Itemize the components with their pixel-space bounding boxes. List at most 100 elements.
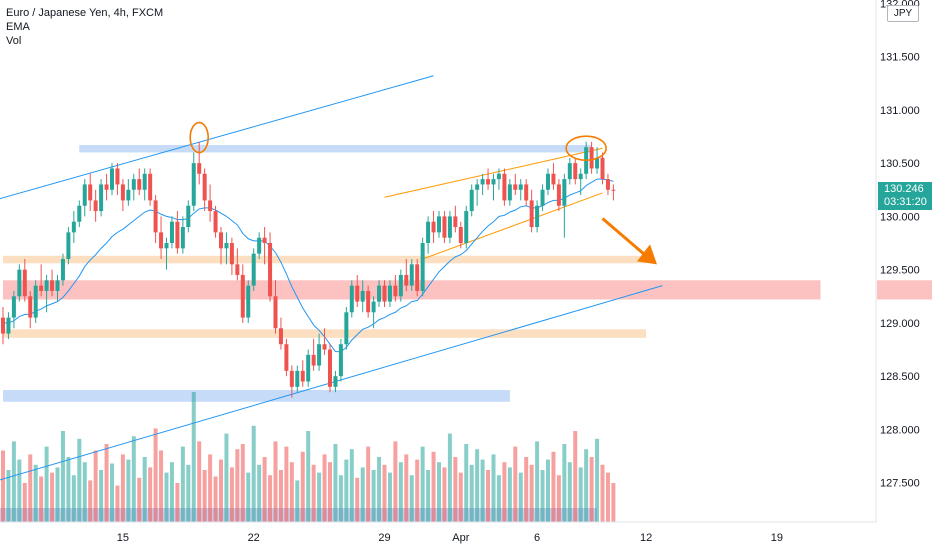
orange-zone-1 [3,255,647,264]
volume-bar [377,457,382,522]
candle [262,227,267,265]
candle [93,189,98,222]
candle-body [88,184,93,201]
candle [480,173,485,196]
candle-body [447,216,452,238]
candle [22,259,27,302]
candle [573,157,578,185]
candle-body [496,173,501,180]
candle-body [486,179,491,185]
candle-body [507,184,512,201]
candle-body [120,184,125,201]
candle [60,253,65,286]
candle-body [50,280,55,291]
candle [11,290,16,329]
candle-body [17,269,22,297]
volume-bar [491,454,496,522]
candle [546,168,550,196]
currency-badge[interactable]: JPY [887,5,919,22]
candle [300,360,305,387]
ema-line [3,178,614,353]
candle-body [246,285,251,318]
candle [513,173,518,196]
volume-bar [159,450,164,522]
candle [437,211,441,238]
price-tick-label: 129.500 [880,265,920,277]
candle [202,168,207,212]
time-tick-label: 29 [378,532,390,544]
volume-bar [33,464,38,522]
candle [562,173,567,238]
volume-bar [322,454,327,522]
candle-body [262,237,267,244]
candle [284,338,289,377]
candle [148,168,153,206]
candle [333,370,338,393]
volume-bar [409,475,414,522]
candle-body [387,285,392,302]
volume-bar [404,454,409,522]
volume-bar [475,449,480,522]
volume-bar [251,425,256,522]
price-axis-zone-mark [877,280,932,300]
price-tick-label: 130.500 [880,158,920,170]
volume-bar [224,433,229,522]
candle-body [126,189,131,201]
volume-bar [278,470,283,522]
volume-bar [573,431,578,522]
candle-body [480,179,485,185]
volume-bar [289,462,294,522]
candle-body [60,259,65,281]
volume-indicator-label[interactable]: Vol [6,35,22,47]
volume-bar [219,459,223,522]
candle-body [257,237,262,254]
volume-bar [1,450,5,522]
candle [567,157,572,185]
candle-body [426,221,431,244]
candle-body [611,189,616,191]
time-tick-label: Apr [452,532,469,544]
candle-body [77,205,82,222]
price-tick-label: 127.500 [880,478,920,490]
candle [595,147,600,174]
volume-bar [366,446,371,522]
volume-bar [93,450,98,522]
candle-body [513,184,518,190]
candle [197,141,202,185]
candle-body [540,189,545,206]
volume-bar [338,475,343,522]
candle-body [567,163,572,180]
candle [142,168,147,201]
candle-body [556,184,561,206]
candle-body [104,184,109,190]
candle [44,274,49,313]
candle-body [382,285,387,302]
time-tick-label: 22 [248,532,260,544]
volume-bar [110,463,114,522]
candle [306,349,311,387]
candle-body [6,317,11,334]
candle-body [355,285,360,302]
ema-layer [3,178,614,353]
volume-bar [99,470,104,522]
candle [17,264,22,302]
volume-bar [551,451,556,522]
volume-bar [44,446,49,522]
candle [175,211,180,254]
candle [120,179,125,212]
volume-bar [213,476,218,522]
volume-bar [600,464,605,522]
candle [1,306,5,345]
volume-bar [300,451,305,522]
symbol-title[interactable]: Euro / Japanese Yen, 4h, FXCM [6,7,164,19]
candle-body [142,173,147,190]
candle [529,189,534,233]
candle-body [186,205,191,228]
candle-body [491,179,496,185]
candle-body [366,290,371,313]
ema-indicator-label[interactable]: EMA [6,21,30,33]
volume-bar [6,470,11,522]
volume-bar [137,477,142,522]
